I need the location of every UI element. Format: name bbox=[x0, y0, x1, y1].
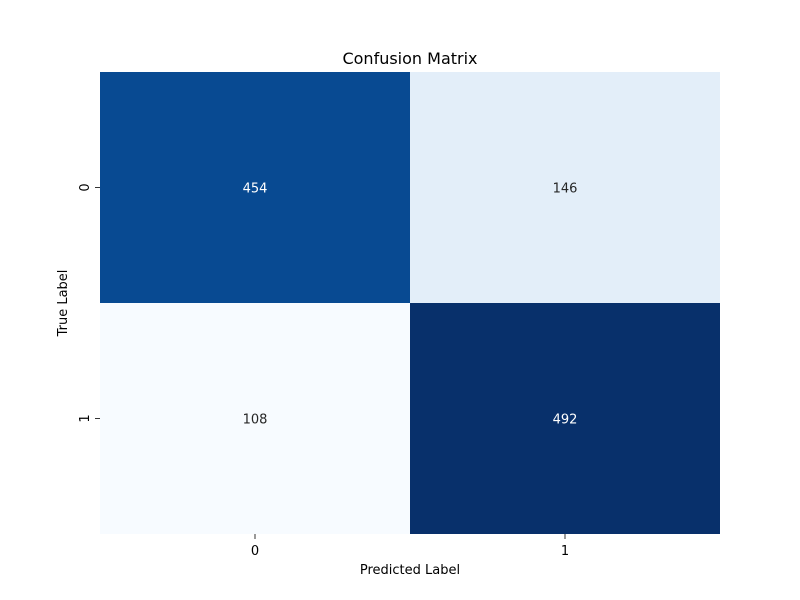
cell-value-0-1: 146 bbox=[553, 182, 578, 197]
x-axis-label: Predicted Label bbox=[360, 563, 460, 578]
y-axis-label: True Label bbox=[56, 270, 71, 338]
y-tick-label-0: 0 bbox=[78, 183, 93, 191]
cell-value-1-0: 108 bbox=[243, 413, 268, 428]
chart-title: Confusion Matrix bbox=[342, 49, 477, 68]
cell-value-1-1: 492 bbox=[553, 413, 578, 428]
x-tick-label-0: 0 bbox=[251, 544, 259, 559]
heatmap-cells bbox=[100, 72, 720, 534]
x-tick-label-1: 1 bbox=[561, 544, 569, 559]
y-axis-ticks: 01 bbox=[78, 183, 100, 422]
y-tick-label-1: 1 bbox=[78, 414, 93, 422]
cell-value-0-0: 454 bbox=[243, 182, 268, 197]
